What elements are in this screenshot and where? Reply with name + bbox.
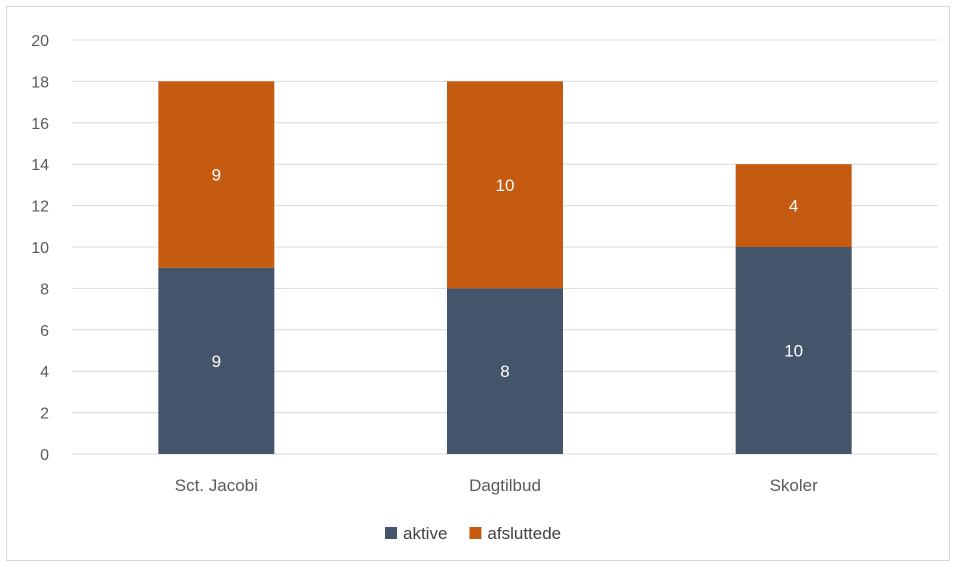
- legend-swatch: [469, 527, 482, 539]
- bar-afsluttede-1: [447, 81, 563, 289]
- y-tick-label: 18: [31, 74, 49, 91]
- y-tick-label: 6: [40, 323, 49, 340]
- bars: [158, 81, 852, 454]
- bar-aktive-1: [447, 288, 563, 454]
- data-label: 10: [784, 342, 803, 361]
- bar-afsluttede-2: [735, 164, 852, 247]
- data-label: 9: [212, 352, 221, 371]
- y-axis-ticks: 0 2 4 6 8 10 12 14 16 18 20: [31, 33, 49, 464]
- x-axis-categories: Sct. Jacobi Dagtilbud Skoler: [175, 476, 818, 495]
- data-label: 9: [212, 166, 221, 185]
- y-tick-label: 8: [40, 281, 49, 298]
- y-tick-label: 12: [31, 199, 49, 216]
- x-category-label: Skoler: [770, 476, 819, 495]
- x-category-label: Sct. Jacobi: [175, 476, 258, 495]
- data-labels: 9 9 8 10 10 4: [212, 166, 804, 382]
- legend-swatch: [385, 527, 397, 539]
- y-tick-label: 4: [40, 364, 49, 381]
- bar-aktive-2: [735, 247, 852, 454]
- bar-afsluttede-0: [158, 81, 275, 268]
- legend-label: afsluttede: [487, 524, 561, 543]
- data-label: 8: [500, 362, 509, 381]
- bar-aktive-0: [158, 267, 275, 454]
- y-tick-label: 16: [31, 116, 49, 133]
- y-tick-label: 20: [31, 33, 49, 50]
- x-category-label: Dagtilbud: [469, 476, 541, 495]
- data-label: 10: [496, 176, 515, 195]
- y-tick-label: 10: [31, 240, 49, 257]
- y-tick-label: 0: [40, 447, 49, 464]
- y-tick-label: 14: [31, 157, 49, 174]
- y-tick-label: 2: [40, 406, 49, 423]
- legend: aktive afsluttede: [385, 524, 561, 543]
- legend-label: aktive: [403, 524, 447, 543]
- data-label: 4: [789, 197, 798, 216]
